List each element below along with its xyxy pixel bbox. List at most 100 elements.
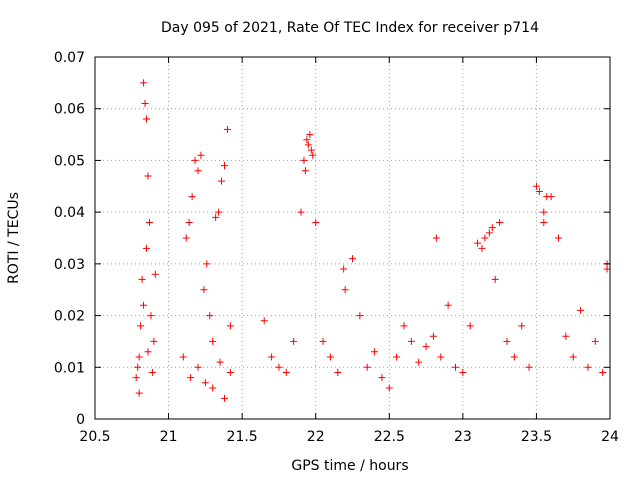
data-point <box>185 218 193 226</box>
y-tick-label: 0.05 <box>54 153 85 169</box>
data-point <box>334 368 342 376</box>
x-tick-label: 21 <box>160 429 178 445</box>
data-point <box>135 353 143 361</box>
data-point <box>301 167 309 175</box>
data-point <box>540 218 548 226</box>
data-point <box>218 177 226 185</box>
data-point <box>466 322 474 330</box>
data-point <box>209 337 217 345</box>
data-point <box>303 136 311 144</box>
data-point <box>422 343 430 351</box>
data-point <box>543 193 551 201</box>
data-point <box>478 244 486 252</box>
data-point <box>268 353 276 361</box>
data-point <box>144 348 152 356</box>
data-point <box>555 234 562 242</box>
y-tick-label: 0.04 <box>54 205 85 221</box>
data-point <box>371 348 379 356</box>
data-point <box>535 187 543 195</box>
data-points <box>132 79 611 402</box>
data-point <box>474 239 482 247</box>
data-point <box>577 306 585 314</box>
data-point <box>187 374 195 382</box>
data-point <box>562 332 570 340</box>
data-point <box>141 100 149 108</box>
data-point <box>307 146 315 154</box>
data-point <box>429 332 437 340</box>
x-tick-label: 20.5 <box>79 429 110 445</box>
data-point <box>275 363 283 371</box>
data-point <box>132 374 140 382</box>
data-point <box>194 167 202 175</box>
data-point <box>179 353 187 361</box>
data-point <box>151 270 159 278</box>
data-point <box>297 208 305 216</box>
data-point <box>304 141 312 149</box>
data-point <box>510 353 518 361</box>
data-point <box>200 286 208 294</box>
x-tick-label: 24 <box>601 429 619 445</box>
data-point <box>569 353 577 361</box>
data-point <box>209 384 217 392</box>
y-tick-label: 0 <box>76 412 85 428</box>
data-point <box>260 317 268 325</box>
y-tick-label: 0.03 <box>54 257 85 273</box>
data-point <box>203 260 211 268</box>
chart-title: Day 095 of 2021, Rate Of TEC Index for r… <box>161 20 539 36</box>
data-point <box>220 162 228 170</box>
data-point <box>216 358 224 366</box>
data-point <box>143 244 150 252</box>
data-point <box>415 358 423 366</box>
data-point <box>138 275 146 283</box>
data-point <box>135 389 143 397</box>
data-point <box>326 353 334 361</box>
data-point <box>481 234 489 242</box>
data-point <box>485 229 493 237</box>
data-point <box>147 312 155 320</box>
data-point <box>220 394 228 402</box>
data-point <box>206 312 214 320</box>
data-point <box>140 301 148 309</box>
data-point <box>496 218 504 226</box>
data-point <box>363 363 371 371</box>
data-point <box>340 265 348 273</box>
data-point <box>282 368 290 376</box>
data-point <box>306 131 314 139</box>
data-point <box>212 213 220 221</box>
data-point <box>137 322 145 330</box>
data-point <box>591 337 599 345</box>
y-tick-label: 0.01 <box>54 360 85 376</box>
x-axis-label: GPS time / hours <box>291 458 408 474</box>
data-point <box>140 79 148 87</box>
data-point <box>603 265 611 273</box>
x-tick-label: 21.5 <box>227 429 258 445</box>
data-point <box>400 322 408 330</box>
y-tick-label: 0.06 <box>54 102 85 118</box>
data-point <box>148 368 156 376</box>
data-point <box>444 301 452 309</box>
data-point <box>356 312 364 320</box>
x-tick-label: 22.5 <box>374 429 405 445</box>
x-tick-label: 23.5 <box>521 429 552 445</box>
data-point <box>215 208 223 216</box>
data-point <box>349 255 356 263</box>
data-point <box>188 193 196 201</box>
y-tick-label: 0.07 <box>54 50 85 66</box>
data-point <box>584 363 592 371</box>
axis-ticks: 20.5 21 21.5 22 22.5 23 23.5 24 0 0.01 0.02 0.03 0.0… <box>54 50 619 445</box>
data-point <box>312 218 320 226</box>
data-point <box>432 234 440 242</box>
data-point <box>134 363 142 371</box>
data-point <box>385 384 393 392</box>
x-tick-label: 23 <box>454 429 472 445</box>
data-point <box>540 208 548 216</box>
data-point <box>309 151 317 159</box>
data-point <box>191 156 199 164</box>
y-tick-label: 0.02 <box>54 309 85 325</box>
x-tick-label: 22 <box>307 429 325 445</box>
plot-frame <box>94 56 611 420</box>
data-point <box>319 337 327 345</box>
grid-lines <box>95 57 610 419</box>
data-point <box>437 353 445 361</box>
